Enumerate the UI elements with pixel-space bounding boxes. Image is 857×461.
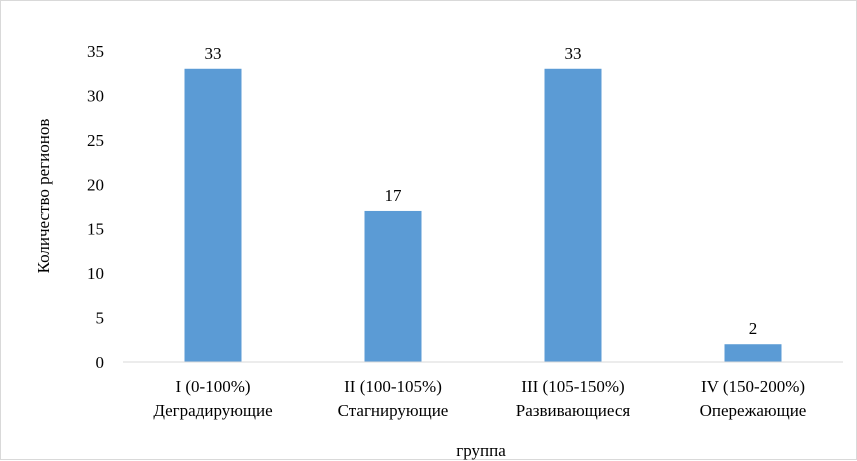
y-axis-title: Количество регионов — [34, 119, 53, 274]
x-axis-title: группа — [456, 441, 506, 460]
category-label: III (105-150%) — [521, 377, 624, 396]
category-label: I (0-100%) — [175, 377, 250, 396]
category-label: Стагнирующие — [338, 401, 449, 420]
y-tick-label: 20 — [87, 175, 104, 194]
data-label: 33 — [205, 44, 222, 63]
bar — [184, 68, 242, 363]
y-tick-label: 25 — [87, 131, 104, 150]
bar — [544, 68, 602, 363]
y-tick-label: 5 — [96, 309, 105, 328]
bar — [364, 210, 422, 362]
y-tick-label: 0 — [96, 353, 105, 372]
category-label: Развивающиеся — [516, 401, 631, 420]
bar — [724, 344, 782, 362]
category-label: Деградирующие — [153, 401, 272, 420]
data-label: 33 — [565, 44, 582, 63]
bars — [184, 68, 782, 363]
y-tick-label: 35 — [87, 42, 104, 61]
data-label: 17 — [385, 186, 403, 205]
data-labels: 33 17 33 2 — [205, 44, 758, 338]
data-label: 2 — [749, 319, 758, 338]
y-tick-label: 30 — [87, 86, 104, 105]
y-tick-label: 15 — [87, 220, 104, 239]
category-labels: I (0-100%) Деградирующие II (100-105%) Стаг… — [153, 377, 806, 420]
category-label: Опережающие — [700, 401, 807, 420]
y-tick-label: 10 — [87, 264, 104, 283]
category-label: II (100-105%) — [344, 377, 442, 396]
category-label: IV (150-200%) — [701, 377, 805, 396]
y-axis-ticks: 0 5 10 15 20 25 30 35 — [87, 42, 104, 372]
